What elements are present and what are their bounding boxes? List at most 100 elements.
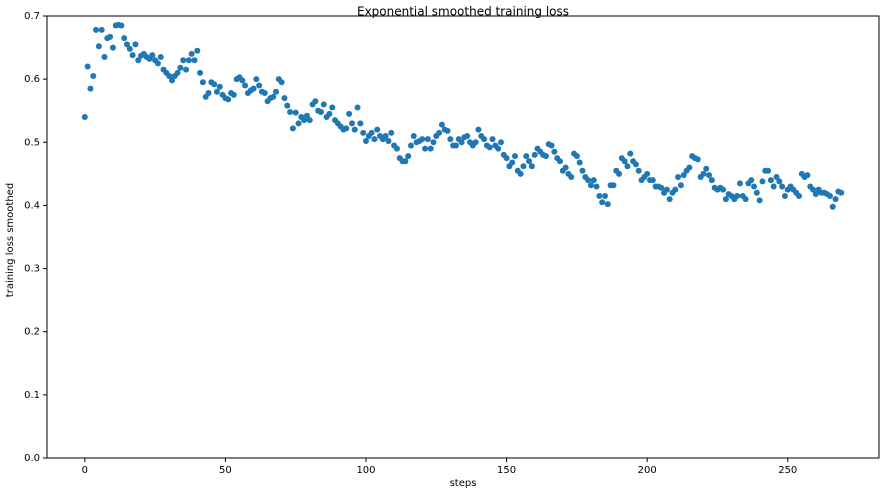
point bbox=[225, 96, 232, 103]
point bbox=[320, 101, 327, 108]
point bbox=[385, 138, 392, 145]
y-tick-label: 0.6 bbox=[24, 74, 40, 85]
point bbox=[253, 76, 260, 83]
y-tick-label: 0.0 bbox=[24, 453, 40, 464]
point bbox=[616, 170, 623, 177]
point bbox=[278, 79, 285, 86]
chart-title: Exponential smoothed training loss bbox=[357, 5, 569, 19]
point bbox=[242, 82, 249, 89]
point bbox=[452, 142, 459, 149]
point bbox=[382, 132, 389, 139]
point bbox=[736, 180, 743, 187]
point bbox=[666, 196, 673, 203]
point bbox=[197, 69, 204, 76]
point bbox=[211, 81, 218, 88]
point bbox=[694, 156, 701, 163]
point bbox=[680, 172, 687, 179]
point bbox=[756, 197, 763, 204]
point bbox=[675, 174, 682, 181]
point bbox=[306, 117, 313, 124]
point bbox=[261, 90, 268, 97]
x-tick-label: 150 bbox=[497, 465, 516, 476]
point bbox=[81, 114, 88, 121]
y-tick-label: 0.3 bbox=[24, 264, 40, 275]
point bbox=[371, 136, 378, 143]
point bbox=[357, 120, 364, 127]
point bbox=[579, 167, 586, 174]
point bbox=[126, 45, 133, 52]
point bbox=[270, 93, 277, 100]
point bbox=[601, 192, 608, 199]
point bbox=[312, 98, 319, 105]
point bbox=[362, 138, 369, 145]
point bbox=[205, 90, 212, 97]
point bbox=[123, 41, 130, 48]
point bbox=[273, 88, 280, 95]
point bbox=[568, 174, 575, 181]
x-tick-label: 200 bbox=[638, 465, 657, 476]
point bbox=[475, 126, 482, 133]
point bbox=[557, 158, 564, 165]
point bbox=[576, 159, 583, 166]
point bbox=[523, 153, 530, 160]
point bbox=[621, 158, 628, 165]
point bbox=[444, 127, 451, 134]
x-tick-label: 50 bbox=[219, 465, 232, 476]
point bbox=[289, 125, 296, 132]
point bbox=[481, 136, 488, 143]
point bbox=[489, 136, 496, 143]
point bbox=[419, 136, 426, 143]
point bbox=[157, 54, 164, 61]
point bbox=[402, 158, 409, 165]
y-tick-label: 0.2 bbox=[24, 327, 40, 338]
point bbox=[593, 183, 600, 190]
point bbox=[281, 95, 288, 102]
point bbox=[722, 196, 729, 203]
point bbox=[343, 125, 350, 132]
point bbox=[826, 192, 833, 199]
point bbox=[346, 110, 353, 117]
point bbox=[436, 129, 443, 136]
point bbox=[829, 203, 836, 210]
point bbox=[93, 26, 100, 33]
point bbox=[810, 186, 817, 193]
point bbox=[213, 88, 220, 95]
point bbox=[388, 129, 395, 136]
x-tick-label: 0 bbox=[82, 465, 88, 476]
point bbox=[663, 186, 670, 193]
point bbox=[185, 57, 192, 64]
point bbox=[472, 139, 479, 146]
point bbox=[410, 132, 417, 139]
point bbox=[109, 44, 116, 51]
point bbox=[742, 196, 749, 203]
point bbox=[585, 177, 592, 184]
point bbox=[748, 177, 755, 184]
point bbox=[90, 72, 97, 79]
point bbox=[98, 26, 105, 33]
point bbox=[405, 153, 412, 160]
point bbox=[495, 145, 502, 152]
point bbox=[720, 186, 727, 193]
point bbox=[573, 153, 580, 160]
point bbox=[753, 189, 760, 196]
point bbox=[779, 183, 786, 190]
point bbox=[199, 79, 206, 86]
x-tick-label: 250 bbox=[778, 465, 797, 476]
point bbox=[796, 192, 803, 199]
point bbox=[838, 189, 845, 196]
point bbox=[512, 153, 519, 160]
point bbox=[129, 52, 136, 59]
point bbox=[348, 120, 355, 127]
point bbox=[526, 158, 533, 165]
point bbox=[649, 177, 656, 184]
point bbox=[303, 112, 310, 119]
point bbox=[149, 52, 156, 59]
point bbox=[610, 182, 617, 189]
point bbox=[542, 153, 549, 160]
point bbox=[430, 139, 437, 146]
point bbox=[177, 64, 184, 71]
point bbox=[706, 172, 713, 179]
point bbox=[776, 178, 783, 185]
point bbox=[230, 91, 237, 98]
